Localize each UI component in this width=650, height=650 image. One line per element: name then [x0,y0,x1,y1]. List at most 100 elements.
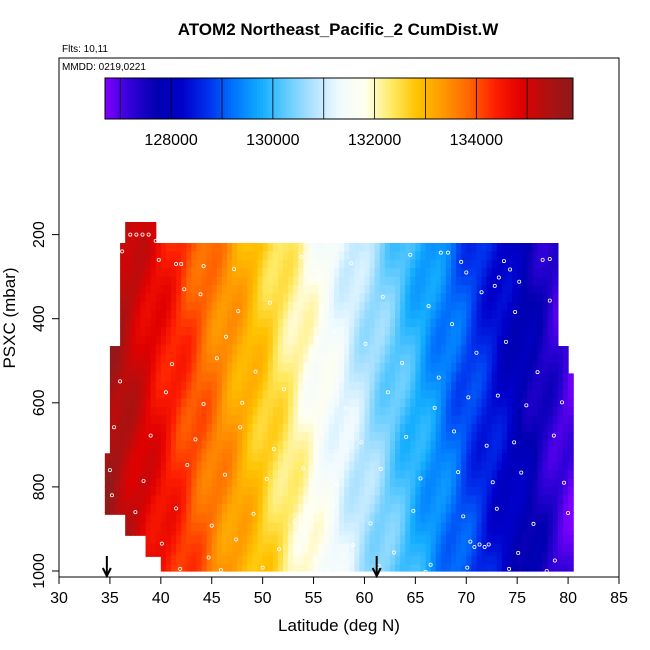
sample-point [344,405,349,410]
heatmap-cell [328,486,335,496]
heatmap-cell [476,390,483,400]
heatmap-cell [344,440,350,450]
heatmap-cell [491,432,498,442]
colorbar-segment [526,78,530,119]
heatmap-cell [537,293,544,303]
heatmap-cell [186,432,192,442]
colorbar-segment [157,78,162,119]
heatmap-cell [547,251,554,261]
heatmap-cell [155,398,162,408]
heatmap-cell [507,243,513,253]
x-tick-label: 60 [356,590,374,607]
heatmap-cell [196,415,203,425]
heatmap-cell [430,440,437,450]
heatmap-cell [369,514,376,524]
heatmap-cell [527,449,534,454]
sample-point [423,569,428,574]
heatmap-cell [364,423,371,433]
heatmap-cell [491,398,498,408]
heatmap-cell [232,373,238,383]
heatmap-cell [283,495,289,505]
colorbar-segment [140,78,144,119]
heatmap-cell [227,346,233,356]
heatmap-cell [104,495,111,505]
heatmap-cell [257,335,264,345]
heatmap-cell [211,440,218,450]
heatmap-cell [461,514,467,524]
heatmap-cell [328,346,335,356]
heatmap-cell [440,495,447,505]
heatmap-cell [339,461,345,471]
heatmap-cell [252,543,259,553]
sample-point [456,470,461,475]
heatmap-cell [369,495,376,505]
heatmap-cell [400,440,406,450]
heatmap-cell [471,373,478,383]
heatmap-cell [481,318,488,328]
heatmap-cell [359,362,366,372]
heatmap-cell [496,318,503,328]
heatmap-cell [283,543,289,553]
heatmap-cell [125,423,131,433]
heatmap-cell [150,259,157,269]
heatmap-cell [527,564,534,572]
heatmap-cell [160,346,167,356]
heatmap-cell [384,556,391,566]
heatmap-cell [456,531,462,536]
heatmap-cell [456,285,462,295]
heatmap-cell [486,362,493,372]
heatmap-cell [155,449,162,454]
heatmap-cell [252,354,259,364]
heatmap-cell [410,381,416,391]
heatmap-cell [288,381,294,391]
heatmap-cell [171,285,177,295]
heatmap-cell [557,556,564,566]
heatmap-cell [374,552,381,557]
heatmap-cell [232,522,238,532]
heatmap-cell [563,531,569,536]
heatmap-cell [257,503,264,513]
heatmap-cell [547,398,554,408]
heatmap-cell [364,486,371,496]
heatmap-cell [359,398,366,408]
heatmap-cell [109,346,116,356]
heatmap-cell [283,535,289,545]
heatmap-cell [522,318,528,328]
heatmap-cell [456,268,462,278]
heatmap-cell [435,514,442,524]
heatmap-cell [242,343,248,347]
heatmap-cell [150,285,157,295]
heatmap-cell [405,535,411,545]
heatmap-cell [277,453,284,463]
heatmap-cell [435,522,442,532]
heatmap-cell [415,564,422,572]
heatmap-cell [359,432,366,442]
heatmap-cell [344,301,350,311]
heatmap-cell [227,318,233,328]
heatmap-cell [466,293,472,303]
heatmap-cell [476,415,483,425]
heatmap-cell [293,478,299,488]
heatmap-cell [542,503,549,513]
heatmap-cell [125,381,131,391]
heatmap-cell [496,354,503,364]
heatmap-cell [471,440,478,450]
heatmap-cell [420,343,427,347]
heatmap-cell [456,318,462,328]
colorbar-segment [417,78,422,119]
heatmap-cell [328,354,335,364]
heatmap-cell [323,449,330,454]
colorbar-segment [561,78,565,119]
heatmap-cell [466,423,472,433]
heatmap-cell [466,251,472,261]
heatmap-cell [512,512,518,515]
heatmap-cell [303,453,310,463]
heatmap-cell [206,354,213,364]
heatmap-cell [430,535,437,545]
heatmap-cell [491,449,498,454]
heatmap-cell [501,470,508,480]
heatmap-cell [359,354,366,364]
heatmap-cell [461,564,467,572]
sample-point [436,375,441,380]
colorbar-segment [412,78,416,119]
